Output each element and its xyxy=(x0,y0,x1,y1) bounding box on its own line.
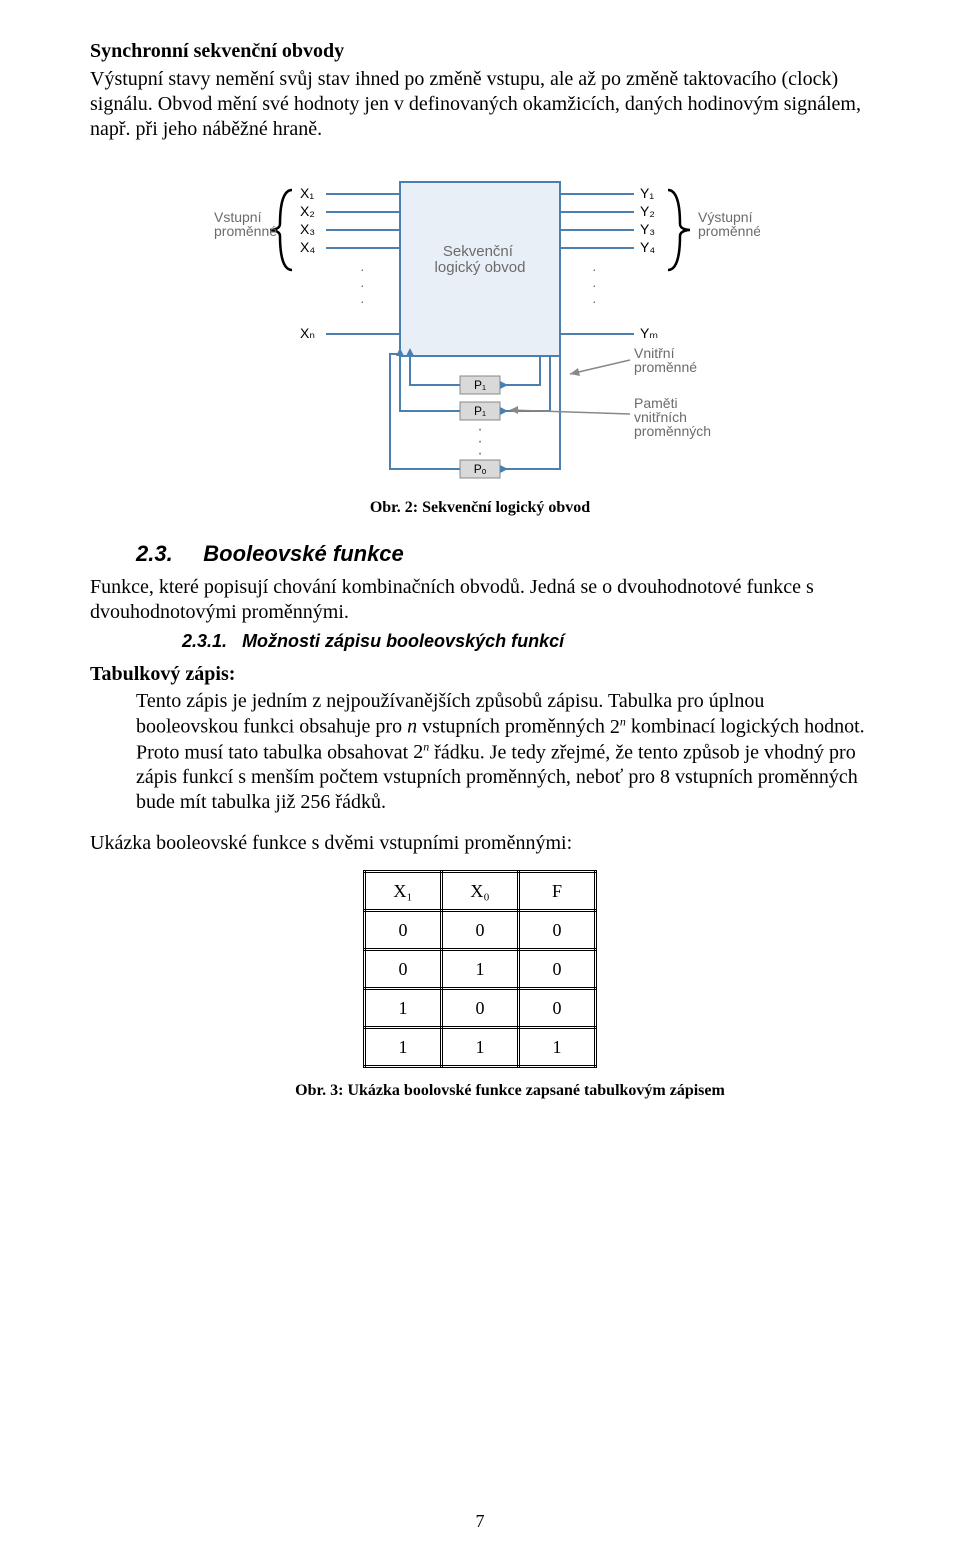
intro-paragraph: Výstupní stavy nemění svůj stav ihned po… xyxy=(90,67,870,142)
page-number: 7 xyxy=(0,1511,960,1532)
heading-2-3-1: 2.3.1. Možnosti zápisu booleovských funk… xyxy=(90,631,870,652)
svg-text:Y₁: Y₁ xyxy=(640,185,654,201)
svg-text:·: · xyxy=(592,293,597,309)
label-x1: X₁ xyxy=(300,185,314,201)
heading-2-3-title: Booleovské funkce xyxy=(203,541,404,566)
para-2-3: Funkce, které popisují chování kombinačn… xyxy=(90,575,870,625)
heading-2-3-1-number: 2.3.1. xyxy=(182,631,227,651)
svg-text:X₃: X₃ xyxy=(300,221,315,237)
heading-2-3-number: 2.3. xyxy=(136,541,173,566)
tabular-label: Tabulkový zápis: xyxy=(90,662,870,687)
table-row: 0 0 0 xyxy=(365,911,596,950)
truth-table: X₁ X₀ F 0 0 0 0 1 0 1 0 0 1 1 1 xyxy=(363,870,597,1068)
heading-2-3: 2.3. Booleovské funkce xyxy=(90,541,870,567)
table-cell: 0 xyxy=(365,950,442,989)
table-cell: 0 xyxy=(442,989,519,1028)
example-label: Ukázka booleovské funkce s dvěmi vstupní… xyxy=(90,831,870,856)
table-row: 1 0 0 xyxy=(365,989,596,1028)
svg-text:P₁: P₁ xyxy=(474,378,486,392)
table-cell: 1 xyxy=(442,1028,519,1067)
table-cell: 0 xyxy=(365,911,442,950)
table-cell: 0 xyxy=(519,950,596,989)
truth-table-wrap: X₁ X₀ F 0 0 0 0 1 0 1 0 0 1 1 1 xyxy=(90,870,870,1068)
svg-text:Výstupní proměnné: Výstupní proměnné xyxy=(698,209,760,239)
svg-text:Paměti vnitřních: Paměti vnitřních proměnných xyxy=(634,395,711,439)
text-run: vstupních proměnných xyxy=(417,716,610,738)
svg-text:Y₃: Y₃ xyxy=(640,221,655,237)
figure-3-caption: Obr. 3: Ukázka boolovské funkce zapsané … xyxy=(90,1082,870,1100)
svg-text:·: · xyxy=(592,277,597,293)
pow-base: 2 xyxy=(610,716,620,738)
svg-text:X₂: X₂ xyxy=(300,203,315,219)
var-n: n xyxy=(407,716,417,738)
table-header: X₁ xyxy=(365,872,442,911)
figure-1-caption: Obr. 2: Sekvenční logický obvod xyxy=(90,499,870,517)
table-cell: 0 xyxy=(519,989,596,1028)
svg-text:Y₂: Y₂ xyxy=(640,203,655,219)
table-cell: 1 xyxy=(365,989,442,1028)
table-cell: 0 xyxy=(519,911,596,950)
svg-text:Y₄: Y₄ xyxy=(640,239,655,255)
svg-text:P₁: P₁ xyxy=(474,404,486,418)
tabular-body: Tento zápis je jedním z nejpoužívanějšíc… xyxy=(90,689,870,815)
svg-text:Sekvenční logický ob: Sekvenční logický obvod xyxy=(435,243,526,276)
svg-text:·: · xyxy=(360,261,365,277)
table-header: X₀ xyxy=(442,872,519,911)
pow-base: 2 xyxy=(413,741,423,763)
section-title: Synchronní sekvenční obvody xyxy=(90,40,870,63)
table-cell: 1 xyxy=(365,1028,442,1067)
svg-text:·: · xyxy=(592,261,597,277)
svg-text:X₄: X₄ xyxy=(300,239,315,255)
heading-2-3-1-title: Možnosti zápisu booleovských funkcí xyxy=(242,631,564,651)
svg-text:Vstupní proměnné: Vstupní proměnné xyxy=(214,209,277,239)
figure-1-wrap: Sekvenční logický obvod Vstupní proměnné… xyxy=(90,164,870,489)
table-row: 0 1 0 xyxy=(365,950,596,989)
svg-text:Yₘ: Yₘ xyxy=(640,325,658,341)
figure-1-diagram: Sekvenční logický obvod Vstupní proměnné… xyxy=(200,164,760,484)
svg-text:Vnitřní proměnné: Vnitřní proměnné xyxy=(634,345,697,375)
svg-text:·: · xyxy=(360,293,365,309)
table-header: F xyxy=(519,872,596,911)
table-cell: 0 xyxy=(442,911,519,950)
table-cell: 1 xyxy=(519,1028,596,1067)
svg-text:Pₒ: Pₒ xyxy=(474,462,487,476)
pow-2n-2: 2n xyxy=(413,741,429,763)
table-cell: 1 xyxy=(442,950,519,989)
table-row: X₁ X₀ F xyxy=(365,872,596,911)
svg-text:Xₙ: Xₙ xyxy=(300,325,315,341)
table-row: 1 1 1 xyxy=(365,1028,596,1067)
svg-text:·: · xyxy=(477,445,482,462)
pow-2n-1: 2n xyxy=(610,716,626,738)
svg-text:·: · xyxy=(360,277,365,293)
